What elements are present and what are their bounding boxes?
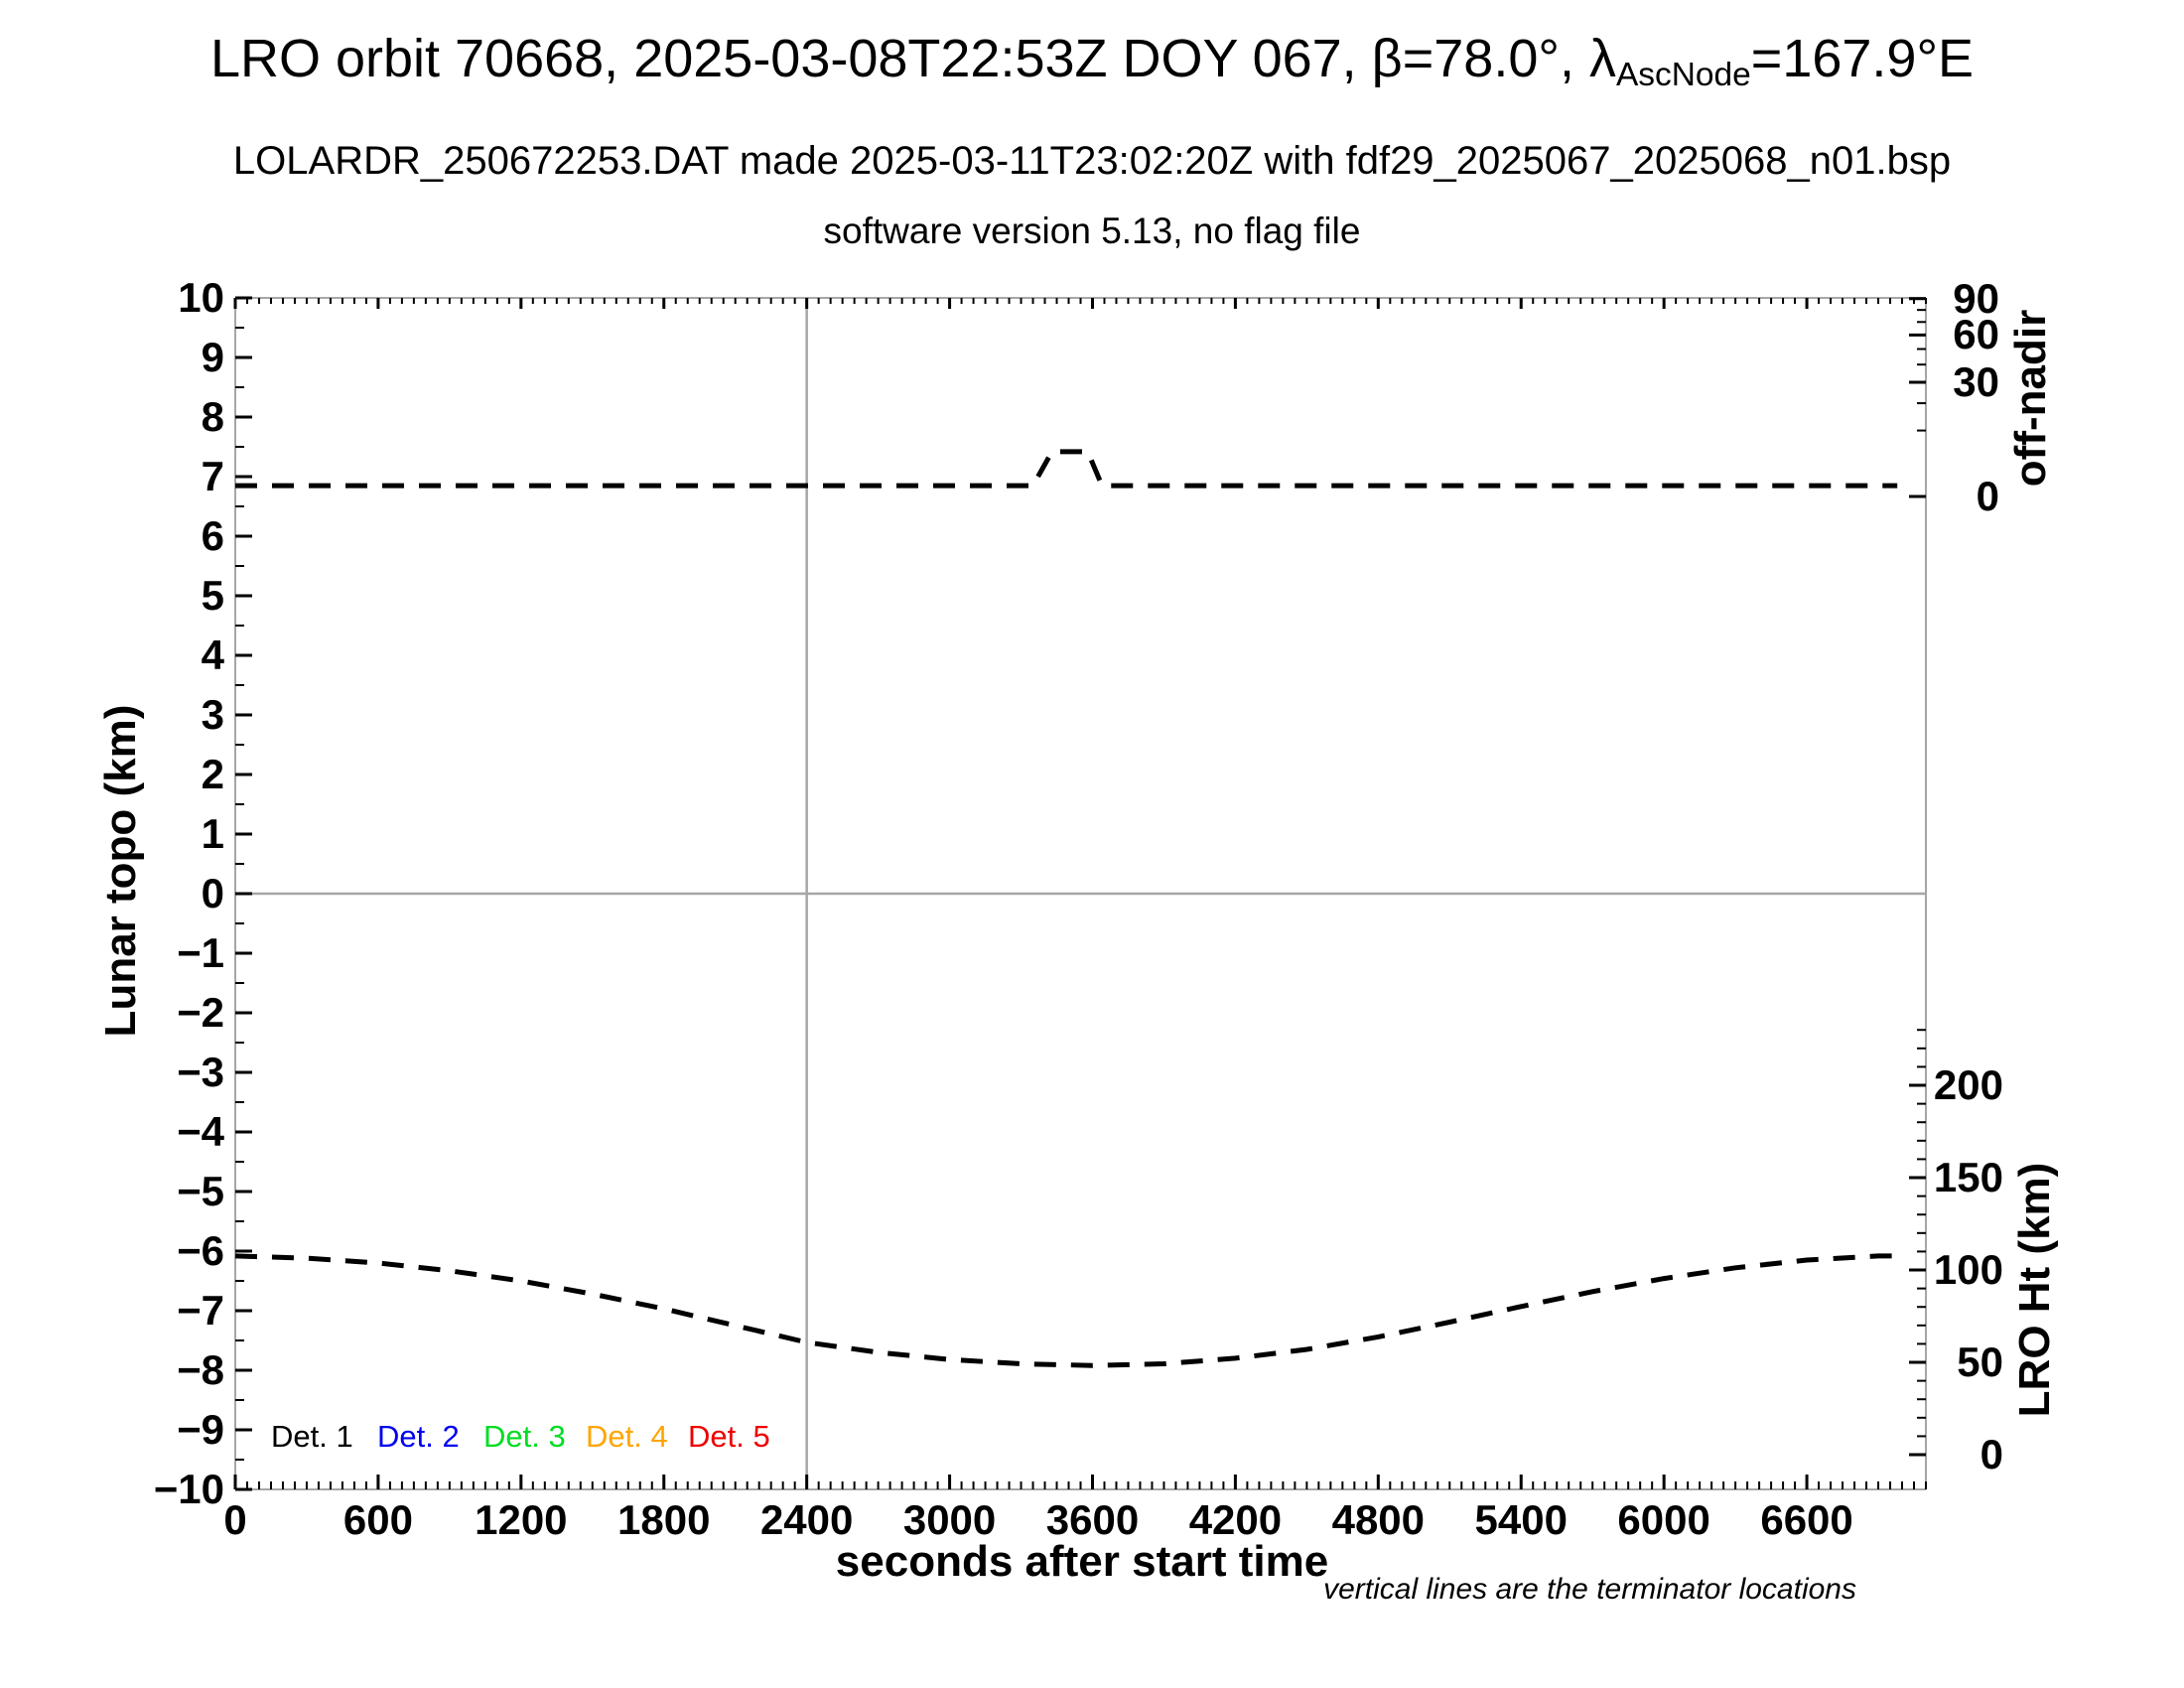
left-tick-label: −1 xyxy=(177,929,224,976)
left-tick-label: 6 xyxy=(201,512,224,559)
x-tick-label: 3600 xyxy=(1045,1496,1140,1543)
off-nadir-tick-label: 30 xyxy=(1953,357,1999,405)
figure-title-main: LRO orbit 70668, 2025-03-08T22:53Z DOY 0… xyxy=(209,29,1616,88)
left-tick-label: −9 xyxy=(177,1406,224,1453)
x-tick-label: 1800 xyxy=(617,1496,711,1543)
x-tick-label: 6600 xyxy=(1760,1496,1853,1543)
figure-title: LRO orbit 70668, 2025-03-08T22:53Z DOY 0… xyxy=(0,28,2184,93)
off-nadir-tick-label: 90 xyxy=(1953,274,1999,322)
x-tick-label: 600 xyxy=(342,1496,413,1543)
figure-subtitle-filename: LOLARDR_250672253.DAT made 2025-03-11T23… xyxy=(232,139,1952,183)
software-version-line: software version 5.13, no flag file xyxy=(823,211,1361,251)
x-axis-title: seconds after start time xyxy=(835,1537,1329,1586)
terminator-note: vertical lines are the terminator locati… xyxy=(1323,1573,1856,1606)
left-tick-label: −10 xyxy=(153,1466,224,1512)
figure-title-end: =167.9°E xyxy=(1750,29,1975,88)
left-axis-title: Lunar topo (km) xyxy=(96,704,145,1038)
off-nadir-axis-title: off-nadir xyxy=(2006,309,2055,488)
lro-ht-tick-label: 100 xyxy=(1933,1246,2003,1294)
off-nadir-curve xyxy=(235,449,1898,489)
left-tick-label: 5 xyxy=(201,572,224,619)
off-nadir-tick-label: 0 xyxy=(1976,472,1999,519)
off-nadir-tick-label: 60 xyxy=(1953,311,1999,358)
left-tick-label: 8 xyxy=(201,393,224,440)
left-tick-label: −6 xyxy=(177,1227,224,1274)
x-tick-label: 6000 xyxy=(1617,1496,1710,1543)
x-tick-label: 1200 xyxy=(475,1496,568,1543)
lro-height-curve xyxy=(234,1253,1898,1368)
legend-item-det-2: Det. 2 xyxy=(377,1419,460,1454)
left-tick-label: 9 xyxy=(201,334,224,380)
x-tick-label: 2400 xyxy=(759,1496,854,1543)
lro-ht-tick-label: 0 xyxy=(1979,1431,2003,1478)
lro-ht-tick-label: 200 xyxy=(1933,1061,2003,1109)
lro-ht-tick-label: 50 xyxy=(1957,1338,2003,1386)
left-tick-label: 3 xyxy=(201,691,224,738)
left-tick-label: −4 xyxy=(177,1108,224,1155)
x-tick-label: 5400 xyxy=(1474,1496,1568,1543)
x-tick-label: 0 xyxy=(223,1496,247,1543)
legend-item-det-5: Det. 5 xyxy=(688,1419,770,1454)
left-tick-label: −2 xyxy=(177,989,224,1036)
left-tick-label: 7 xyxy=(201,453,224,499)
left-tick-label: −8 xyxy=(177,1346,224,1393)
left-tick-label: 1 xyxy=(201,810,224,857)
x-tick-label: 4200 xyxy=(1188,1496,1283,1543)
figure-title-subscript: AscNode xyxy=(1615,57,1751,94)
legend-item-det-3: Det. 3 xyxy=(483,1419,566,1454)
left-tick-label: −7 xyxy=(177,1287,224,1334)
lro-ht-axis-title: LRO Ht (km) xyxy=(2010,1162,2059,1418)
left-tick-label: −3 xyxy=(177,1049,224,1095)
legend-item-det-1: Det. 1 xyxy=(271,1419,353,1454)
lro-ht-tick-label: 150 xyxy=(1933,1154,2003,1201)
x-tick-label: 3000 xyxy=(902,1496,997,1543)
left-tick-label: −5 xyxy=(177,1168,224,1214)
left-tick-label: 2 xyxy=(201,751,224,797)
x-tick-label: 4800 xyxy=(1331,1496,1426,1543)
legend-item-det-4: Det. 4 xyxy=(586,1419,668,1454)
left-tick-label: 10 xyxy=(178,274,224,321)
left-tick-label: 4 xyxy=(201,632,224,678)
left-tick-label: 0 xyxy=(201,870,224,916)
